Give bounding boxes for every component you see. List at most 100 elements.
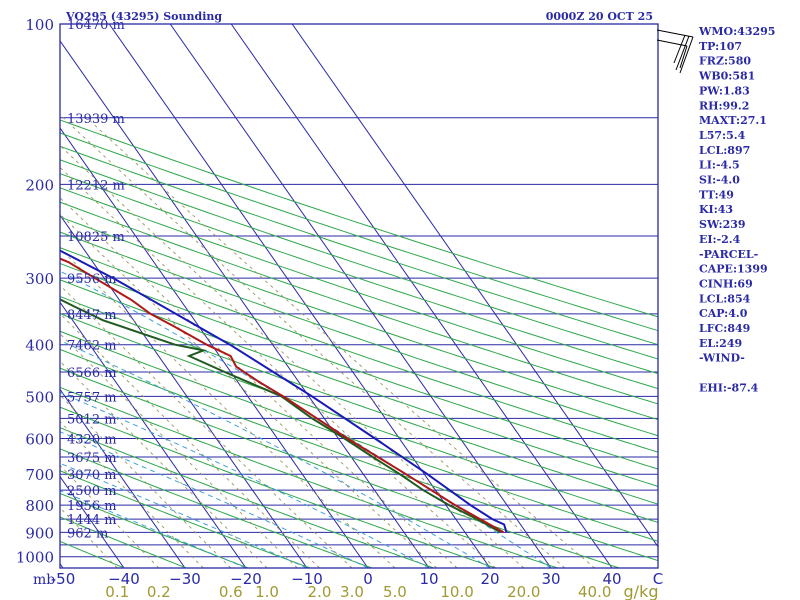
mixing-ratio-label: 3.0: [340, 583, 364, 600]
pressure-tick-label: 100: [25, 16, 54, 34]
mixing-ratio-line: [60, 420, 204, 568]
index-item: EI:-2.4: [699, 233, 741, 246]
mixing-ratio-line: [60, 284, 353, 568]
dry-adiabat: [60, 262, 658, 470]
height-label: 3675 m: [67, 451, 117, 466]
mixing-ratio-line: [60, 360, 268, 568]
index-item: TT:49: [699, 188, 734, 201]
pressure-tick-label: 600: [25, 431, 54, 449]
index-item: EL:249: [699, 337, 742, 350]
mixing-ratio-label: 2.0: [308, 583, 332, 600]
pressure-tick-label: 900: [25, 524, 54, 542]
height-label: 5757 m: [67, 390, 117, 405]
dry-adiabat: [60, 427, 434, 568]
chart-title: VO295 (43295) Sounding: [65, 10, 222, 23]
index-item: LFC:849: [699, 322, 750, 335]
height-label: 8447 m: [67, 308, 117, 323]
height-label: 13939 m: [67, 112, 125, 127]
dry-adiabat: [60, 247, 658, 453]
mixing-ratio-label: 5.0: [383, 583, 407, 600]
mixing-ratio-label: 1.0: [255, 583, 279, 600]
temperature-tick-label: 20: [480, 570, 499, 588]
plot-frame: [59, 23, 659, 569]
dry-adiabat: [60, 132, 658, 332]
dry-adiabat: [60, 187, 658, 390]
pressure-tick-label: 200: [25, 176, 54, 194]
temperature-profile-line: [60, 257, 504, 534]
height-label: 10825 m: [67, 230, 125, 245]
dry-adiabat: [60, 386, 558, 568]
dry-adiabat: [60, 406, 496, 568]
height-label: 9556 m: [67, 272, 117, 287]
temperature-tick-label: 10: [419, 570, 438, 588]
mixing-ratio-label: 0.6: [219, 583, 243, 600]
height-label: 6566 m: [67, 366, 117, 381]
index-item: TP:107: [699, 40, 742, 53]
time-label: 0000Z 20 OCT 25: [546, 10, 653, 23]
dry-adiabat: [60, 119, 658, 318]
dry-adiabat: [60, 145, 658, 346]
mixing-ratio-label: 20.0: [507, 583, 540, 600]
dry-adiabat: [60, 231, 658, 437]
index-item: CAPE:1399: [699, 263, 768, 276]
isotherm: [169, 24, 552, 568]
index-item: -WIND-: [699, 352, 745, 365]
wind-barbs: [656, 29, 694, 74]
height-label: 962 m: [67, 526, 108, 541]
mixing-ratio-line: [60, 464, 160, 568]
height-label: 7462 m: [67, 339, 117, 354]
mixing-ratio-line: [60, 248, 396, 568]
dry-adiabat: [60, 470, 311, 568]
mixing-ratio-label: 0.1: [105, 583, 129, 600]
dry-adiabat: [60, 330, 658, 542]
pressure-tick-label: 1000: [16, 549, 54, 567]
dry-adiabat: [60, 159, 658, 360]
height-label: 12212 m: [67, 178, 125, 193]
moist-adiabat: [60, 391, 430, 568]
index-item: WB0:581: [698, 70, 755, 83]
index-item: FRZ:580: [699, 55, 751, 68]
dry-adiabat: [60, 279, 658, 487]
height-label: 4320 m: [67, 433, 117, 448]
mixing-ratio-label: 10.0: [440, 583, 473, 600]
index-item: L57:5.4: [699, 129, 746, 142]
dry-adiabat: [60, 448, 373, 568]
dry-adiabat: [60, 348, 658, 562]
temperature-tick-label: −10: [291, 570, 323, 588]
pressure-tick-label: 700: [25, 466, 54, 484]
dry-adiabat: [60, 313, 658, 523]
index-item: LCL:897: [699, 144, 750, 157]
dewpoint-profile-line: [60, 298, 501, 534]
index-item: EHI:-87.4: [699, 381, 759, 394]
temperature-tick-label: −30: [169, 570, 201, 588]
isotherm: [60, 301, 247, 568]
pressure-tick-label: 800: [25, 497, 54, 515]
index-item: RH:99.2: [699, 99, 749, 112]
temperature-tick-label: 40: [602, 570, 621, 588]
mixing-ratio-line: [86, 117, 595, 568]
index-item: WMO:43295: [698, 25, 775, 38]
mixing-ratio-line: [60, 333, 298, 568]
height-label: 16470 m: [67, 18, 125, 33]
isotherm: [291, 24, 658, 548]
temperature-unit-label: C: [653, 570, 663, 588]
isotherm: [60, 127, 369, 568]
temperature-tick-label: 0: [363, 570, 373, 588]
height-label: 3070 m: [67, 468, 117, 483]
height-label: 2500 m: [67, 484, 117, 499]
mixing-unit-label: g/kg: [624, 582, 659, 600]
isotherm: [60, 39, 430, 568]
index-item: CAP:4.0: [699, 307, 748, 320]
pressure-unit-label: mb: [33, 572, 55, 588]
mixing-ratio-line: [62, 117, 566, 568]
mixing-ratio-line: [60, 394, 232, 568]
temperature-tick-label: −20: [230, 570, 262, 588]
dry-adiabat: [60, 516, 187, 568]
dry-adiabat: [60, 216, 658, 421]
temperature-tick-label: 30: [541, 570, 560, 588]
isotherm: [60, 388, 186, 568]
moist-adiabat: [60, 339, 491, 568]
parcel-profile-line: [60, 249, 508, 533]
index-item: -PARCEL-: [699, 248, 758, 261]
